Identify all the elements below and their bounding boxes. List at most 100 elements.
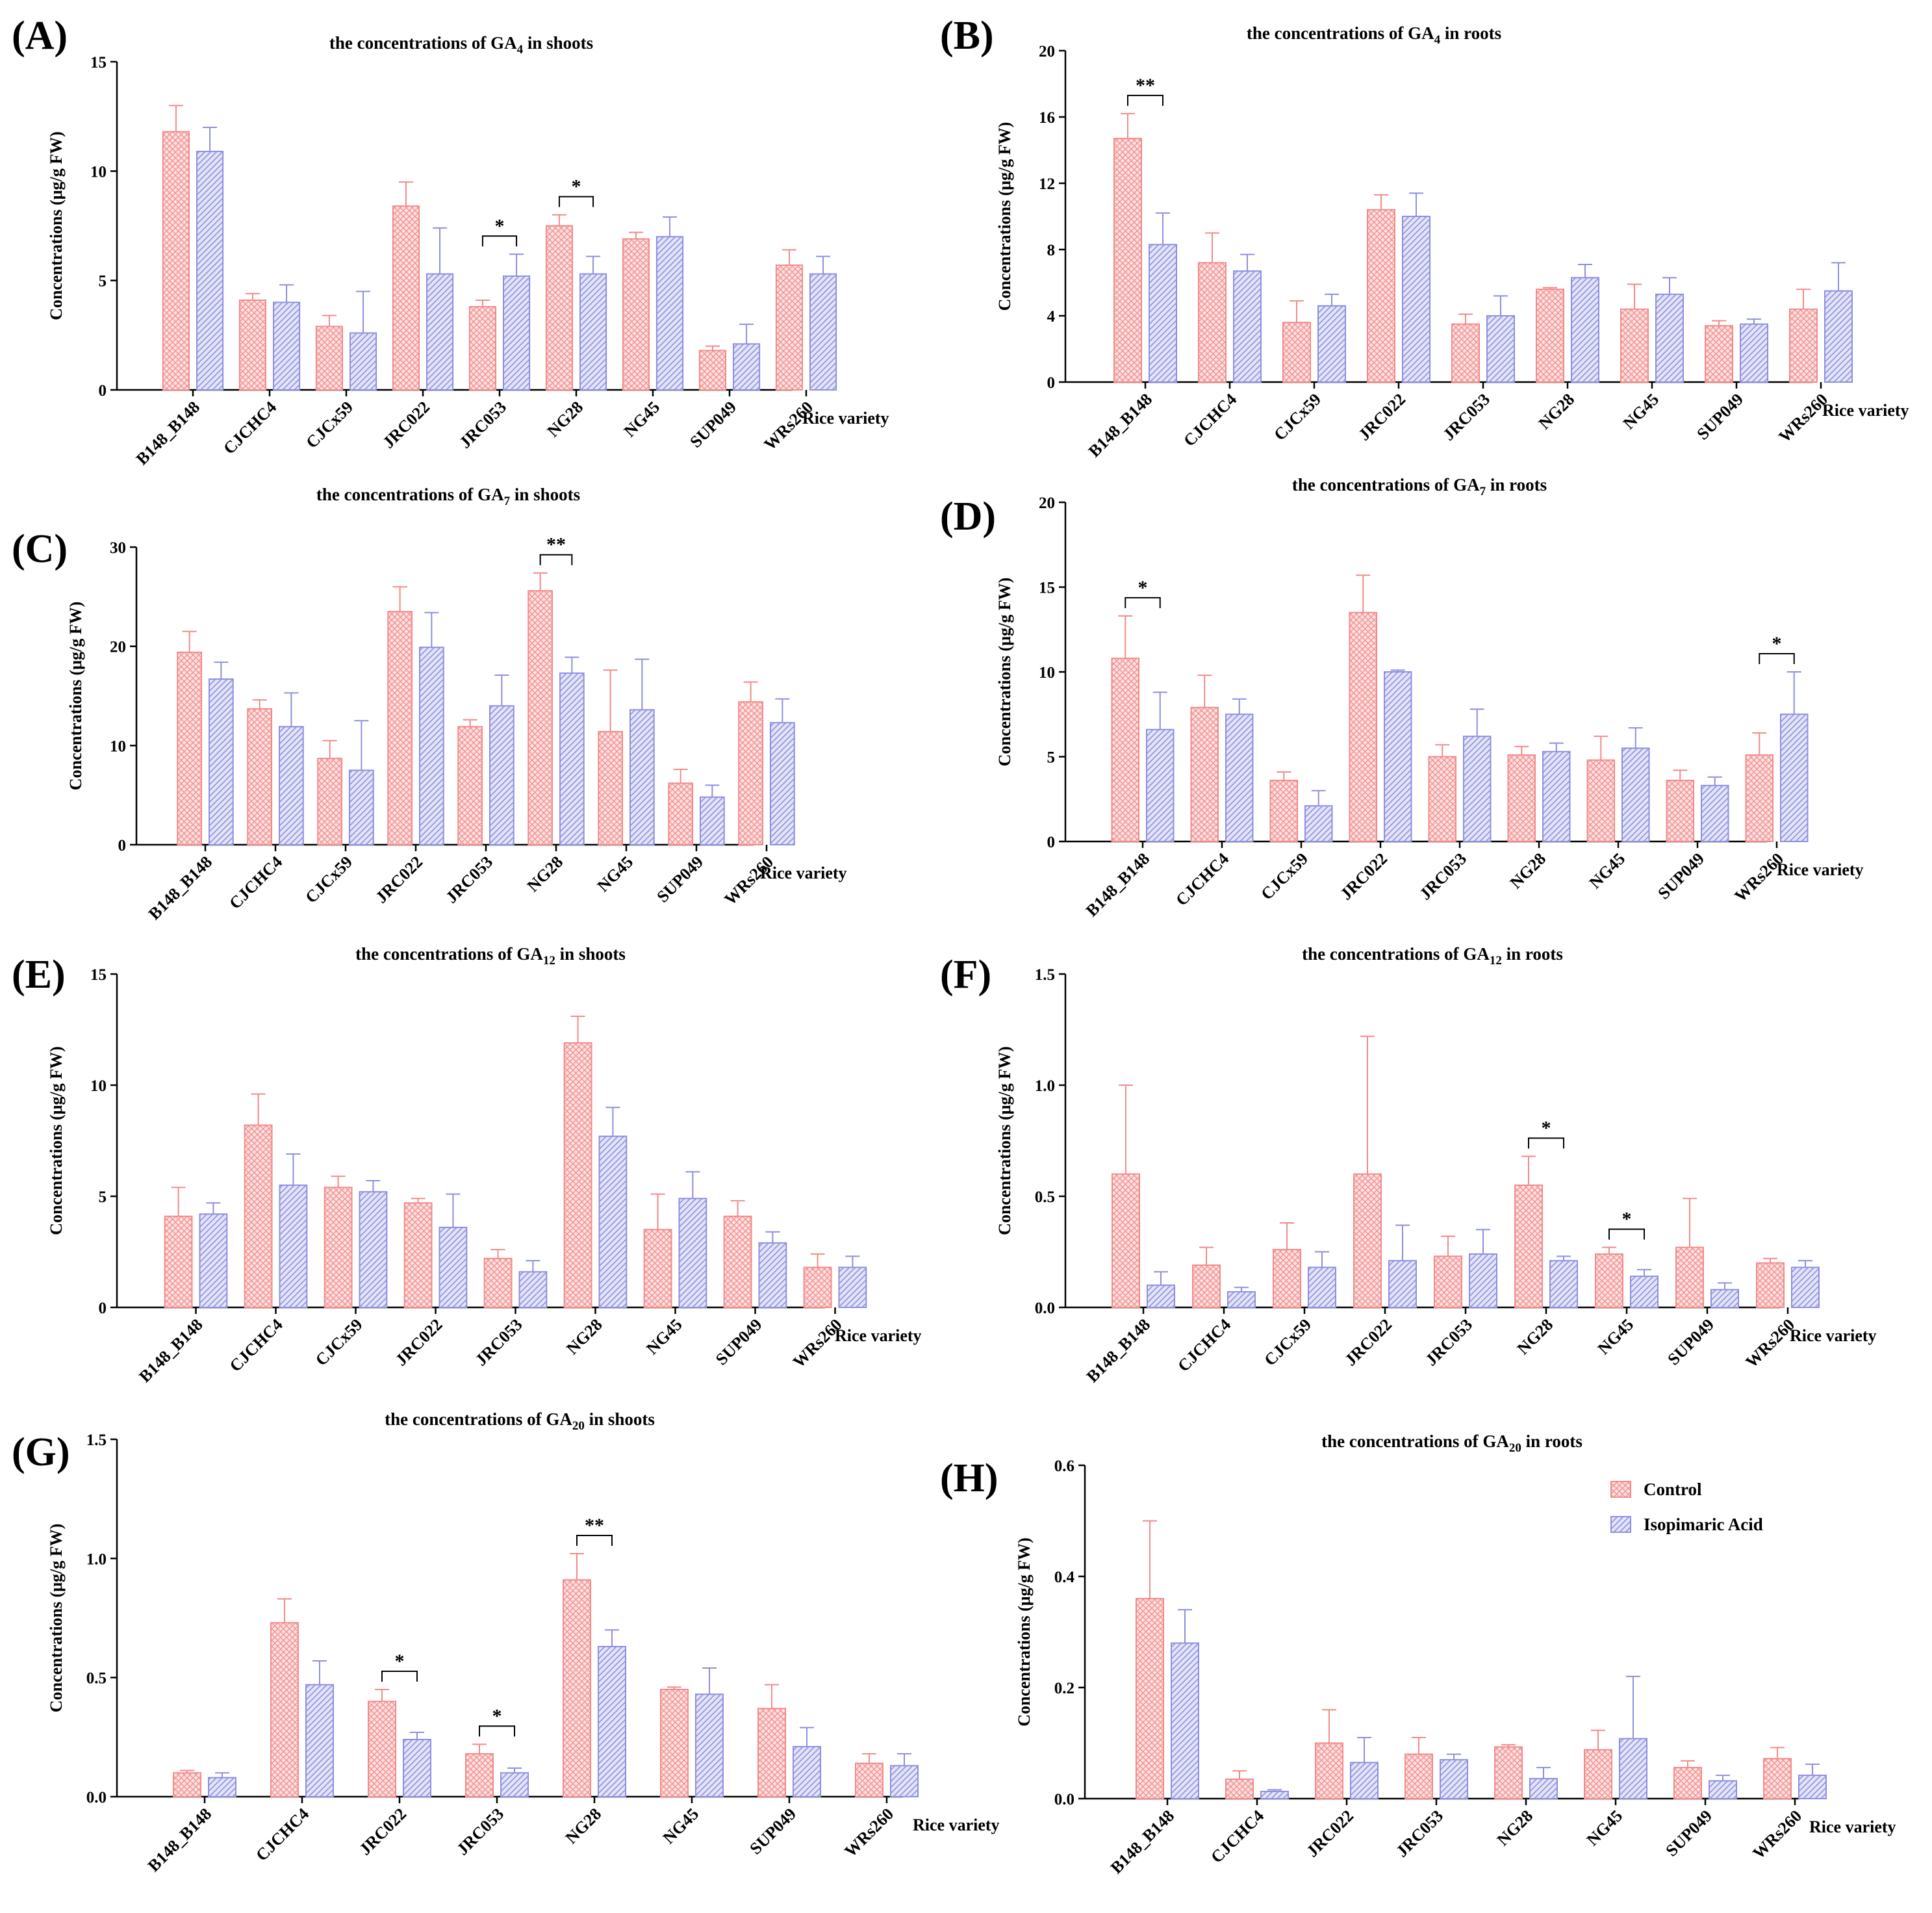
bar-isopimaric-ng45 [695,1693,724,1797]
category-label: B148_B148 [1107,1806,1178,1877]
bar-isopimaric-cjcx59 [349,769,374,845]
bar-isopimaric-jrc022 [426,273,454,391]
bar-control-cjcx59 [324,1187,353,1308]
category-label: CJCHC4 [1174,1315,1234,1376]
panel-d: (D) the concentrations of GA7 in roots 0 5 1… [940,475,1864,920]
chart-title: the concentrations of GA12 in roots [1302,944,1563,968]
category-label: NG45 [594,853,637,895]
category-label: JRC053 [472,1315,526,1370]
y-tick-label: 0.0 [86,1789,107,1806]
category-label: NG28 [1506,849,1549,892]
bar-isopimaric-ng28 [598,1646,626,1797]
category-label: B148_B148 [1082,849,1153,920]
bar-control-cjchc4 [238,299,267,391]
y-tick-label: 1.0 [1035,1077,1055,1095]
bar-isopimaric-cjcx59 [1304,805,1333,842]
significance-mark: * [495,215,505,237]
significance-bracket [1608,1228,1645,1240]
category-label: NG45 [659,1804,702,1847]
bar-control-cjcx59 [1269,780,1299,843]
bar-control-ng45 [1584,1749,1612,1800]
y-tick-label: 1.0 [86,1550,107,1568]
bar-isopimaric-cjchc4 [273,302,301,391]
category-label: JRC022 [1336,849,1391,904]
y-tick-label: 30 [110,539,126,557]
y-tick-label: 0.5 [86,1670,107,1688]
y-tick-label: 15 [1039,580,1055,597]
x-axis-label: Rice variety [913,1816,1000,1834]
significance-bracket [1759,653,1795,664]
category-label: B148_B148 [133,398,203,469]
bar-control-ng45 [1595,1253,1623,1309]
bar-control-jrc022 [1349,611,1378,843]
category-label: SUP049 [712,1315,766,1369]
bar-isopimaric-jrc022 [1384,671,1412,842]
legend-swatch-control [1610,1481,1631,1498]
y-tick-label: 12 [1039,175,1055,193]
category-label: CJCx59 [302,398,357,452]
bar-control-sup049 [1705,325,1733,383]
category-label: JRC053 [442,853,496,907]
bar-isopimaric-wrs260 [838,1266,867,1308]
bar-control-ng28 [563,1042,592,1309]
bar-isopimaric-cjcx59 [1317,305,1346,383]
bar-control-jrc053 [457,726,483,845]
category-label: B148_B148 [135,1315,206,1386]
significance-mark: ** [1136,75,1155,96]
bar-isopimaric-b148_b148 [209,678,234,845]
category-label: NG28 [563,1315,605,1358]
category-label: CJCHC4 [1207,1806,1267,1867]
bar-control-cjchc4 [1192,1265,1221,1309]
bar-isopimaric-ng45 [656,236,684,391]
bar-isopimaric-jrc022 [439,1226,468,1309]
bar-control-b148_b148 [1112,1173,1140,1309]
bar-control-sup049 [757,1708,786,1797]
panel-h: (H) the concentrations of GA20 in roots 0.… [940,1432,1896,1877]
bar-isopimaric-ng28 [1549,1260,1578,1309]
bar-control-jrc022 [403,1202,433,1309]
bar-control-jrc022 [1353,1173,1382,1309]
bar-control-sup049 [1666,780,1695,843]
bar-isopimaric-wrs260 [770,722,795,845]
significance-bracket [539,554,573,565]
chart-title: the concentrations of GA4 in roots [1247,23,1501,47]
bar-isopimaric-ng28 [1529,1778,1558,1799]
bar-control-b148_b148 [177,651,202,845]
x-axis-label: Rice variety [802,409,889,428]
bar-isopimaric-sup049 [1710,1289,1739,1309]
bar-control-jrc022 [1315,1742,1343,1799]
significance-bracket [381,1671,418,1682]
category-label: SUP049 [1693,390,1747,444]
y-tick-label: 0.5 [1035,1188,1055,1206]
y-tick-label: 0 [1047,374,1056,392]
category-label: NG28 [1535,390,1578,433]
bar-control-cjcx59 [317,758,342,846]
category-label: B148_B148 [1083,1315,1154,1386]
bar-isopimaric-jrc053 [500,1772,529,1797]
bar-control-jrc022 [392,205,420,391]
significance-mark: * [572,176,581,198]
bar-isopimaric-cjchc4 [1225,713,1254,842]
bar-control-b148_b148 [1136,1598,1164,1799]
bar-isopimaric-b148_b148 [208,1777,236,1798]
bar-isopimaric-ng28 [1542,751,1571,843]
y-tick-label: 20 [1039,494,1055,512]
bar-isopimaric-jrc022 [1388,1260,1417,1309]
bar-control-cjchc4 [1225,1778,1254,1799]
bar-isopimaric-jrc053 [1463,736,1492,843]
bar-isopimaric-cjchc4 [305,1684,334,1798]
y-tick-label: 4 [1047,308,1056,326]
panel-g: (G) the concentrations of GA20 in shoots 0… [12,1409,1000,1875]
category-label: B148_B148 [1085,390,1156,461]
bar-control-wrs260 [1763,1758,1792,1799]
bar-control-ng45 [622,238,650,391]
bar-control-ng28 [527,590,553,845]
bar-control-sup049 [668,782,694,846]
y-tick-label: 0.0 [1035,1300,1055,1317]
bar-control-b148_b148 [162,131,190,391]
category-label: JRC022 [1303,1806,1357,1861]
y-tick-label: 16 [1039,109,1055,127]
category-label: JRC053 [453,1804,507,1859]
y-tick-label: 1.5 [1035,966,1055,984]
